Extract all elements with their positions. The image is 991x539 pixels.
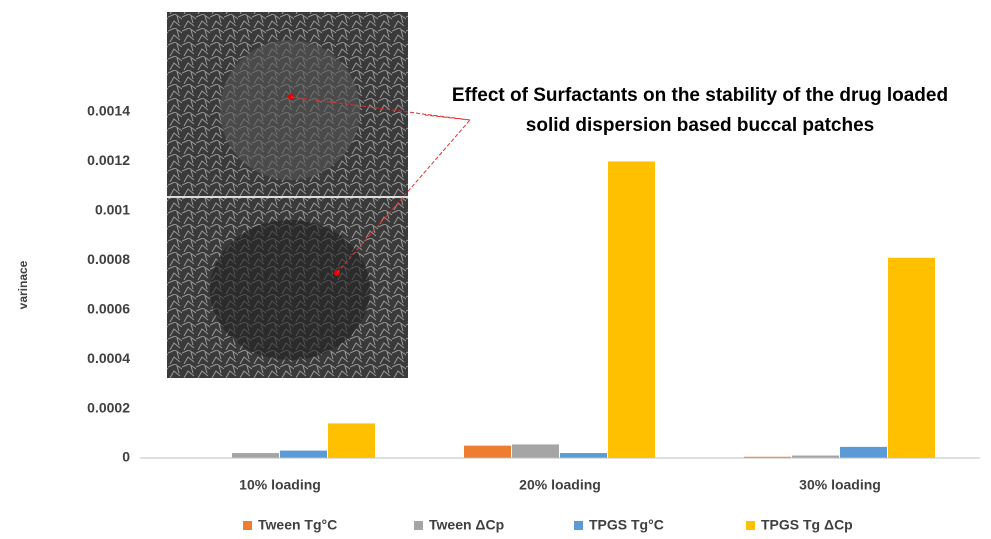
y-tick-label: 0.0004 <box>87 350 130 366</box>
bar <box>328 423 375 458</box>
chart-title: Effect of Surfactants on the stability o… <box>452 85 948 106</box>
legend-swatch <box>414 521 423 530</box>
legend-swatch <box>243 521 252 530</box>
bar <box>608 161 655 458</box>
x-tick-label: 10% loading <box>239 477 321 493</box>
y-tick-label: 0 <box>122 449 130 465</box>
bar <box>560 453 607 458</box>
bar <box>232 453 279 458</box>
y-tick-label: 0.0012 <box>87 152 130 168</box>
sem-inset <box>167 12 470 378</box>
legend-label: Tween ΔCp <box>429 517 504 533</box>
bar <box>840 447 887 458</box>
legend-label: Tween Tg°C <box>258 517 337 533</box>
x-tick-label: 30% loading <box>799 477 881 493</box>
y-tick-label: 0.0008 <box>87 251 130 267</box>
y-tick-label: 0.0002 <box>87 399 130 415</box>
chart-title: solid dispersion based buccal patches <box>526 115 874 136</box>
legend-label: TPGS Tg°C <box>589 517 664 533</box>
bar <box>888 258 935 458</box>
chart: Effect of Surfactants on the stability o… <box>0 0 991 539</box>
y-tick-label: 0.0006 <box>87 300 130 316</box>
y-tick-label: 0.0014 <box>87 103 130 119</box>
bar <box>280 451 327 458</box>
bar <box>464 446 511 458</box>
bar <box>512 444 559 458</box>
x-tick-label: 20% loading <box>519 477 601 493</box>
y-tick-label: 0.001 <box>95 202 130 218</box>
legend-swatch <box>574 521 583 530</box>
legend-swatch <box>746 521 755 530</box>
y-axis-label: varinace <box>16 260 30 309</box>
legend-label: TPGS Tg ΔCp <box>761 517 853 533</box>
